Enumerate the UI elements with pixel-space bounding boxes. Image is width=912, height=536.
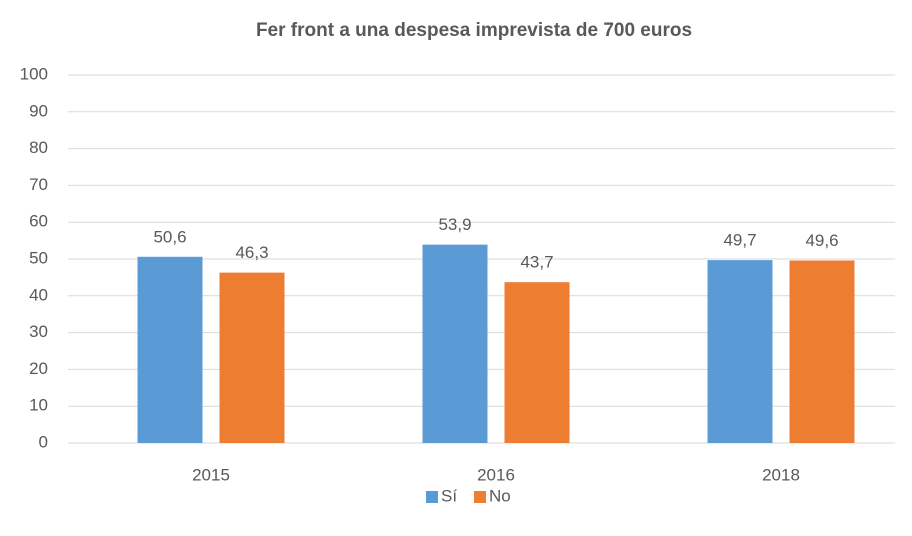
chart-title: Fer front a una despesa imprevista de 70… bbox=[256, 20, 692, 41]
y-tick-label: 30 bbox=[29, 322, 48, 341]
x-tick-label: 2015 bbox=[192, 465, 230, 484]
legend-swatch bbox=[474, 491, 486, 503]
value-label: 53,9 bbox=[438, 215, 471, 234]
bar bbox=[707, 260, 773, 443]
y-tick-label: 90 bbox=[29, 101, 48, 120]
y-tick-label: 70 bbox=[29, 175, 48, 194]
y-tick-label: 100 bbox=[20, 64, 48, 83]
value-label: 50,6 bbox=[153, 227, 186, 246]
y-tick-label: 10 bbox=[29, 396, 48, 415]
value-label: 46,3 bbox=[235, 243, 268, 262]
legend-label: Sí bbox=[441, 486, 457, 505]
y-tick-label: 60 bbox=[29, 212, 48, 231]
x-tick-label: 2016 bbox=[477, 465, 515, 484]
bar bbox=[789, 260, 855, 443]
legend-label: No bbox=[489, 486, 511, 505]
bar bbox=[504, 282, 570, 443]
bar bbox=[219, 272, 285, 443]
legend-swatch bbox=[426, 491, 438, 503]
value-label: 49,7 bbox=[723, 231, 756, 250]
y-tick-label: 20 bbox=[29, 359, 48, 378]
value-label: 43,7 bbox=[520, 253, 553, 272]
y-tick-label: 0 bbox=[39, 432, 48, 451]
value-label: 49,6 bbox=[805, 231, 838, 250]
y-tick-label: 80 bbox=[29, 138, 48, 157]
y-tick-label: 50 bbox=[29, 248, 48, 267]
x-tick-label: 2018 bbox=[762, 465, 800, 484]
y-tick-label: 40 bbox=[29, 285, 48, 304]
bar bbox=[422, 244, 488, 443]
bar bbox=[137, 256, 203, 443]
